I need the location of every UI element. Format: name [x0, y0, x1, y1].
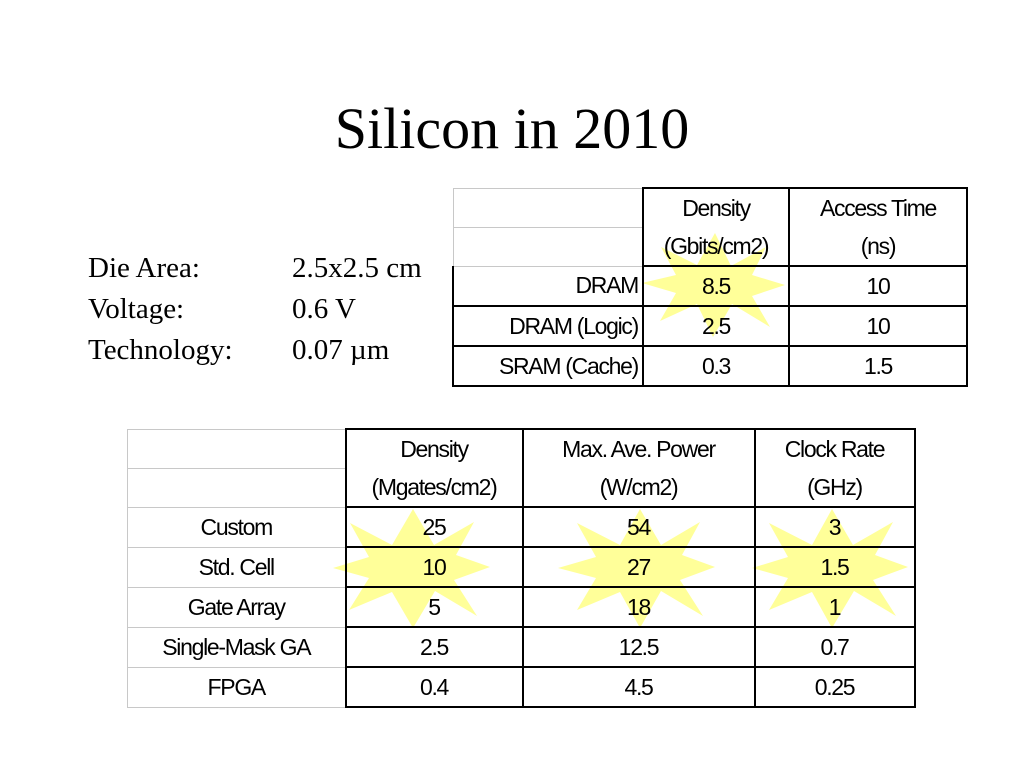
- table-row: Gate Array 5 18 1: [127, 586, 916, 628]
- header-corner-cell: [127, 428, 346, 469]
- table-row: DRAM 8.5 10: [452, 266, 968, 307]
- table-cell: 5: [344, 587, 524, 628]
- column-header: Max. Ave. Power: [522, 428, 756, 468]
- table-row: FPGA 0.4 4.5 0.25: [127, 666, 916, 708]
- column-header-unit: (Gbits/cm2): [642, 227, 790, 267]
- spec-label: Die Area:: [88, 252, 200, 284]
- table-cell: 10: [789, 266, 968, 307]
- table-cell: 8.5: [642, 266, 790, 307]
- column-header-unit: (ns): [789, 227, 968, 267]
- table-header-row: (Gbits/cm2) (ns): [452, 226, 968, 267]
- table-cell: 0.7: [754, 627, 916, 668]
- table-cell: 1.5: [789, 346, 968, 387]
- slide-title: Silicon in 2010: [334, 96, 690, 161]
- row-label: DRAM: [452, 266, 643, 307]
- spec-value: 2.5x2.5 cm: [292, 252, 422, 284]
- memory-table: Density Access Time (Gbits/cm2) (ns) DRA…: [452, 187, 968, 387]
- table-cell: 4.5: [522, 667, 756, 708]
- table-cell: 0.4: [344, 667, 524, 708]
- table-cell: 1: [754, 587, 916, 628]
- table-cell: 27: [522, 547, 756, 588]
- row-label: SRAM (Cache): [452, 346, 643, 387]
- column-header-unit: (W/cm2): [522, 468, 756, 508]
- column-header: Density: [344, 428, 524, 468]
- spec-value: 0.6 V: [292, 293, 356, 325]
- logic-table: Density Max. Ave. Power Clock Rate (Mgat…: [127, 428, 916, 708]
- header-corner-cell: [452, 187, 644, 228]
- table-cell: 10: [344, 547, 524, 588]
- row-label: DRAM (Logic): [452, 306, 643, 347]
- table-cell: 54: [522, 507, 756, 548]
- table-cell: 10: [789, 306, 968, 347]
- column-header: Density: [642, 187, 790, 227]
- table-cell: 3: [754, 507, 916, 548]
- table-cell: 18: [522, 587, 756, 628]
- column-header-unit: (GHz): [754, 468, 916, 508]
- table-header-row: Density Access Time: [452, 187, 968, 228]
- table-row: Custom 25 54 3: [127, 506, 916, 548]
- header-corner-cell: [127, 467, 346, 508]
- table-row: DRAM (Logic) 2.5 10: [452, 306, 968, 347]
- table-cell: 25: [344, 507, 524, 548]
- table-header-row: (Mgates/cm2) (W/cm2) (GHz): [127, 467, 916, 508]
- spec-voltage: Voltage: 0.6 V: [88, 289, 422, 330]
- spec-value: 0.07 µm: [292, 334, 390, 366]
- table-cell: 1.5: [754, 547, 916, 588]
- table-cell: 2.5: [642, 306, 790, 347]
- row-label: Single-Mask GA: [127, 626, 346, 668]
- header-corner-cell: [452, 226, 644, 267]
- row-label: Gate Array: [127, 586, 346, 628]
- table-row: Std. Cell 10 27 1.5: [127, 546, 916, 588]
- column-header: Clock Rate: [754, 428, 916, 468]
- table-header-row: Density Max. Ave. Power Clock Rate: [127, 428, 916, 469]
- row-label: Custom: [127, 506, 346, 548]
- table-cell: 0.3: [642, 346, 790, 387]
- spec-die-area: Die Area: 2.5x2.5 cm: [88, 248, 422, 289]
- specs-list: Die Area: 2.5x2.5 cm Voltage: 0.6 V Tech…: [88, 248, 422, 371]
- table-cell: 0.25: [754, 667, 916, 708]
- column-header: Access Time: [789, 187, 968, 227]
- table-row: SRAM (Cache) 0.3 1.5: [452, 346, 968, 387]
- spec-label: Voltage:: [88, 293, 185, 325]
- row-label: FPGA: [127, 666, 346, 708]
- column-header-unit: (Mgates/cm2): [344, 468, 524, 508]
- table-row: Single-Mask GA 2.5 12.5 0.7: [127, 626, 916, 668]
- row-label: Std. Cell: [127, 546, 346, 588]
- spec-label: Technology:: [88, 334, 233, 366]
- spec-technology: Technology: 0.07 µm: [88, 330, 422, 371]
- table-cell: 2.5: [344, 627, 524, 668]
- table-cell: 12.5: [522, 627, 756, 668]
